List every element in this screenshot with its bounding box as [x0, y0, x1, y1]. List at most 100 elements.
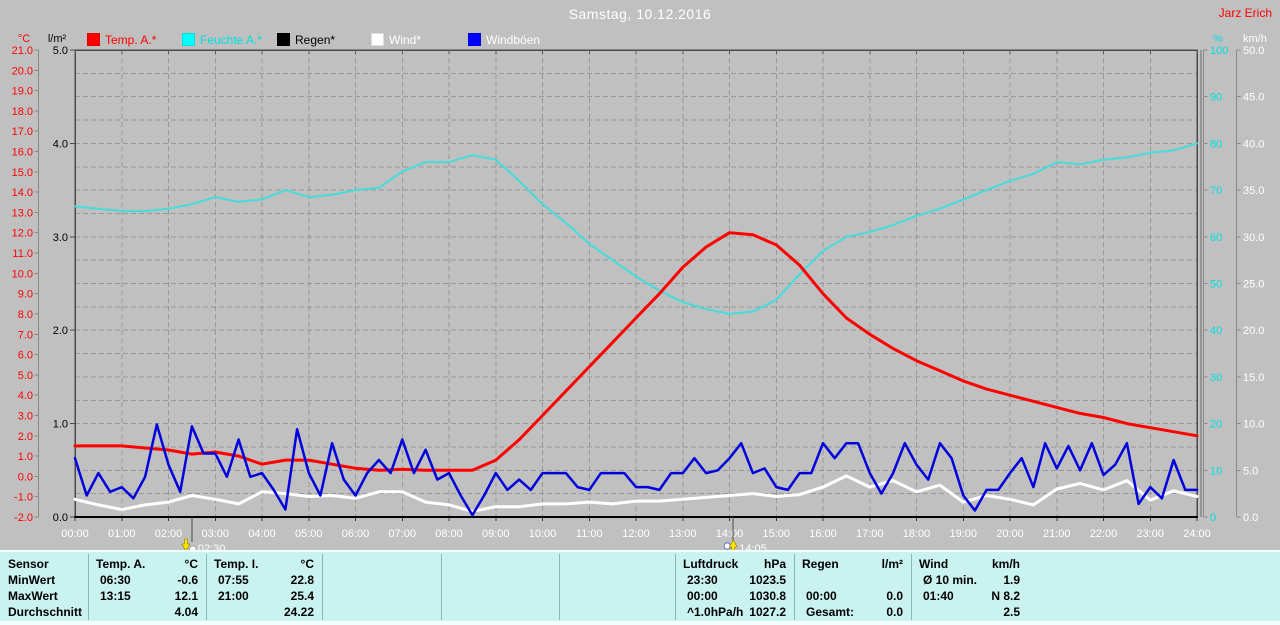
table-column-divider [794, 554, 795, 620]
x-axis-label: 15:00 [762, 528, 790, 540]
humidity-axis-tick-label: 90 [1210, 92, 1222, 104]
wind-axis-unit: km/h [1243, 33, 1267, 45]
table-column-divider [441, 554, 442, 620]
legend-item-2: Feuchte A.* [182, 32, 263, 47]
legend-item-3: Regen* [277, 33, 335, 47]
table-col-unit: km/h [991, 557, 1020, 571]
temp-axis-tick-label: -2.0 [14, 512, 33, 524]
x-axis-label: 22:00 [1090, 528, 1118, 540]
wind-axis-tick-label: 30.0 [1243, 232, 1264, 244]
humidity-axis-unit: % [1213, 33, 1223, 45]
humidity-axis-tick-label: 10 [1210, 465, 1222, 477]
humidity-axis-tick-label: 100 [1210, 45, 1228, 57]
wind-axis-tick-label: 35.0 [1243, 185, 1264, 197]
table-col-header: Regen [802, 557, 839, 571]
legend-label: Feuchte A.* [200, 32, 263, 47]
series-line-windben [73, 423, 1199, 517]
table-cell-value: 2.5 [1003, 605, 1020, 619]
temp-axis-unit: °C [18, 33, 30, 45]
table-cell-value: 12.1 [174, 589, 198, 603]
table-cell-value: 1030.8 [749, 589, 786, 603]
table-row-label: MaxWert [8, 589, 58, 603]
x-axis-label: 13:00 [669, 528, 697, 540]
chart-legend: Temp. A.* Feuchte A.* Regen* Wind* Windböen [0, 33, 1280, 47]
table-cell-time: Ø 10 min. [923, 573, 978, 587]
x-axis-label: 07:00 [388, 528, 416, 540]
page-title: Samstag, 10.12.2016 [568, 6, 712, 22]
x-axis-label: 06:00 [342, 528, 370, 540]
table-column-divider [559, 554, 560, 620]
table-cell-time: 00:00 [687, 589, 718, 603]
weather-chart: 00:00 01:00 02:00 03:00 04:00 05:00 06:00 07:00… [12, 33, 1267, 550]
x-axis-label: 03:00 [201, 528, 229, 540]
table-row-label: Sensor [8, 557, 49, 571]
x-axis-label: 02:00 [155, 528, 183, 540]
table-cell-time: 13:15 [100, 589, 131, 603]
temp-axis-tick-label: 6.0 [18, 350, 33, 362]
x-axis-label: 08:00 [435, 528, 463, 540]
table-cell-time: ^1.0hPa/h [687, 605, 744, 619]
series-line-tempa [73, 231, 1199, 472]
table-cell-time: 06:30 [100, 573, 131, 587]
wind-axis-tick-label: 50.0 [1243, 45, 1264, 57]
legend-swatch-icon [87, 33, 100, 46]
wind-axis-tick-label: 0.0 [1243, 512, 1258, 524]
table-cell-time: 01:40 [923, 589, 954, 603]
humidity-axis-tick-label: 30 [1210, 372, 1222, 384]
table-cell-value: 1027.2 [749, 605, 786, 619]
x-axis-label: 12:00 [622, 528, 650, 540]
series-line-wind [73, 474, 1199, 513]
legend-swatch-icon [468, 33, 481, 46]
temp-axis-tick-label: 8.0 [18, 309, 33, 321]
x-axis-label: 24:00 [1183, 528, 1211, 540]
temp-axis-tick-label: 20.0 [12, 65, 33, 77]
table-column-divider [911, 554, 912, 620]
table-cell-value: 0.0 [886, 589, 903, 603]
humidity-axis-tick-label: 20 [1210, 419, 1222, 431]
table-col-header: Temp. I. [214, 557, 259, 571]
wind-axis-tick-label: 25.0 [1243, 279, 1264, 291]
x-axis-label: 09:00 [482, 528, 510, 540]
temp-axis-tick-label: 2.0 [18, 431, 33, 443]
temp-axis-tick-label: 5.0 [18, 370, 33, 382]
humidity-axis-tick-label: 0 [1210, 512, 1216, 524]
rain-axis-tick-label: 0.0 [53, 512, 68, 524]
table-col-header: Luftdruck [683, 557, 739, 571]
moonrise-arrow-up-icon [728, 539, 738, 550]
marker-time-label: 02:30 [198, 543, 226, 550]
x-axis-label: 20:00 [996, 528, 1024, 540]
temp-axis-tick-label: 1.0 [18, 451, 33, 463]
table-col-unit: °C [300, 557, 314, 571]
x-axis-label: 18:00 [903, 528, 931, 540]
temp-axis-tick-label: -1.0 [14, 492, 33, 504]
table-cell-time: 00:00 [806, 589, 837, 603]
moon-icon [189, 545, 197, 550]
table-cell-value: N 8.2 [991, 589, 1020, 603]
table-cell-value: -0.6 [177, 573, 198, 587]
legend-swatch-icon [371, 33, 384, 46]
rain-axis-unit: l/m² [48, 33, 67, 45]
temp-axis-tick-label: 11.0 [12, 248, 33, 260]
humidity-axis-tick-label: 80 [1210, 138, 1222, 150]
humidity-axis-tick-label: 40 [1210, 325, 1222, 337]
wind-axis-tick-label: 20.0 [1243, 325, 1264, 337]
legend-label: Temp. A.* [105, 32, 157, 47]
temp-axis-tick-label: 17.0 [12, 126, 33, 138]
temp-axis-tick-label: 21.0 [12, 45, 33, 57]
humidity-axis-tick-label: 60 [1210, 232, 1222, 244]
temp-axis-tick-label: 15.0 [12, 167, 33, 179]
table-col-unit: hPa [763, 557, 786, 571]
x-axis-label: 19:00 [949, 528, 977, 540]
legend-swatch-icon [182, 33, 195, 46]
temp-axis-tick-label: 13.0 [12, 207, 33, 219]
table-cell-value: 4.04 [174, 605, 198, 619]
x-axis-label: 21:00 [1043, 528, 1071, 540]
table-top-divider [0, 550, 1280, 552]
wind-axis-tick-label: 15.0 [1243, 372, 1264, 384]
legend-item-5: Windböen [468, 33, 540, 47]
legend-swatch-icon [277, 33, 290, 46]
wind-axis-tick-label: 5.0 [1243, 465, 1258, 477]
temp-axis-tick-label: 9.0 [18, 289, 33, 301]
table-column-divider [322, 554, 323, 620]
